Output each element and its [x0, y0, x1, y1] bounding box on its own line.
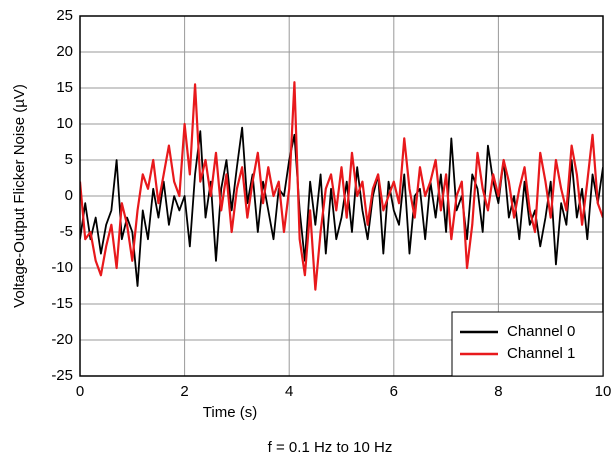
series-line [80, 81, 603, 291]
x-tick-label: 2 [180, 383, 188, 400]
series-line [80, 126, 603, 287]
y-tick-label: -10 [51, 259, 73, 276]
y-tick-label: -5 [60, 223, 73, 240]
plot-frame [79, 15, 604, 377]
legend-box [451, 311, 604, 377]
y-tick-label: 10 [56, 115, 73, 132]
x-tick-label: 10 [595, 383, 612, 400]
y-tick-label: -25 [51, 367, 73, 384]
y-tick-label: -15 [51, 295, 73, 312]
y-tick-label: 25 [56, 7, 73, 24]
x-tick-label: 0 [76, 383, 84, 400]
y-tick-label: 20 [56, 43, 73, 60]
y-tick-label: -20 [51, 331, 73, 348]
legend-label: Channel 0 [507, 323, 575, 340]
y-axis-label: Voltage-Output Flicker Noise (µV) [11, 84, 28, 308]
x-tick-label: 6 [390, 383, 398, 400]
legend-label: Channel 1 [507, 345, 575, 362]
y-tick-label: 0 [65, 187, 73, 204]
x-tick-label: 8 [494, 383, 502, 400]
x-tick-label: 4 [285, 383, 293, 400]
caption: f = 0.1 Hz to 10 Hz [268, 439, 393, 456]
y-tick-label: 5 [65, 151, 73, 168]
x-axis-label: Time (s) [203, 404, 257, 421]
y-tick-label: 15 [56, 79, 73, 96]
